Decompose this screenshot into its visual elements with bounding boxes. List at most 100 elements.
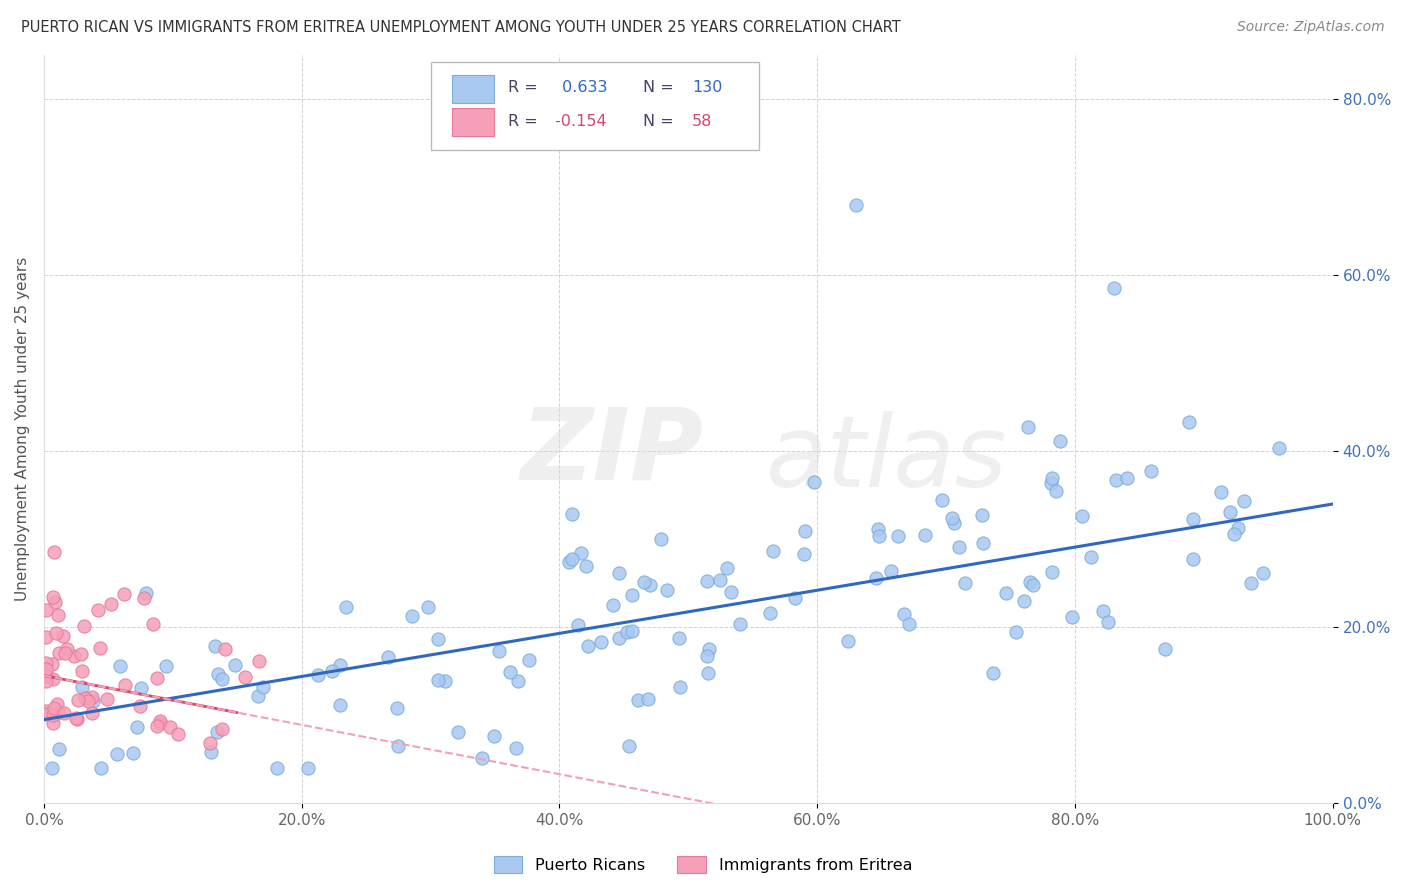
Point [575, 558, 598, 573]
Point [482, 729, 505, 743]
Point [155, 658, 177, 673]
Point [931, 492, 953, 507]
Point [149, 716, 172, 731]
Point [759, 606, 782, 620]
Point [943, 516, 966, 530]
Point [67, 692, 90, 706]
Point [387, 739, 409, 753]
Text: Source: ZipAtlas.com: Source: ZipAtlas.com [1237, 20, 1385, 34]
Point [668, 631, 690, 645]
Point [35, 705, 58, 719]
Point [955, 575, 977, 590]
Point [145, 671, 167, 685]
Point [1178, 415, 1201, 429]
Point [1080, 550, 1102, 565]
Point [205, 725, 228, 739]
Point [1102, 281, 1125, 295]
Point [45, 625, 67, 640]
Point [762, 544, 785, 558]
Point [488, 644, 510, 658]
Point [995, 586, 1018, 600]
Text: 0.633: 0.633 [557, 79, 607, 95]
Point [948, 540, 970, 554]
Point [48, 742, 70, 756]
Point [1071, 508, 1094, 523]
Point [146, 719, 169, 733]
Point [252, 680, 274, 694]
Point [619, 739, 641, 753]
Point [129, 681, 152, 695]
Point [112, 587, 135, 601]
Point [499, 665, 522, 679]
Point [1060, 609, 1083, 624]
Point [865, 571, 887, 585]
Point [44, 701, 66, 715]
Point [609, 631, 631, 645]
Point [127, 720, 149, 734]
Point [377, 650, 399, 665]
Point [1154, 642, 1177, 657]
Point [794, 524, 817, 538]
Point [69, 648, 91, 662]
Point [214, 641, 236, 656]
Text: PUERTO RICAN VS IMMIGRANTS FROM ERITREA UNEMPLOYMENT AMONG YOUTH UNDER 25 YEARS : PUERTO RICAN VS IMMIGRANTS FROM ERITREA … [21, 20, 901, 35]
Point [433, 674, 456, 689]
Point [1223, 527, 1246, 541]
Point [96, 692, 118, 706]
Text: R =: R = [508, 79, 537, 95]
Text: R =: R = [508, 114, 537, 129]
Point [41, 761, 63, 775]
Point [447, 724, 470, 739]
Text: atlas: atlas [766, 410, 1007, 508]
Point [517, 653, 540, 667]
Point [914, 528, 936, 542]
Text: 58: 58 [692, 114, 713, 129]
Text: -0.154: -0.154 [550, 114, 607, 129]
Point [569, 546, 592, 560]
Point [82, 690, 104, 705]
Point [561, 507, 583, 521]
Point [868, 522, 890, 536]
Point [73, 618, 96, 632]
Point [89, 640, 111, 655]
Point [1040, 471, 1063, 485]
Point [561, 551, 583, 566]
Point [41, 657, 63, 671]
Text: N =: N = [643, 79, 673, 95]
Point [607, 566, 630, 580]
FancyBboxPatch shape [453, 75, 494, 103]
Point [1097, 615, 1119, 630]
Point [602, 598, 624, 612]
Point [308, 668, 330, 682]
Y-axis label: Unemployment Among Youth under 25 years: Unemployment Among Youth under 25 years [15, 257, 30, 601]
Point [576, 639, 599, 653]
Point [247, 654, 270, 668]
Point [44, 545, 66, 559]
Point [1268, 441, 1291, 455]
Point [211, 672, 233, 686]
Point [637, 692, 659, 706]
Point [41, 673, 63, 687]
Point [387, 701, 409, 715]
Point [329, 698, 352, 712]
Point [567, 618, 589, 632]
Point [35, 662, 58, 676]
Point [783, 591, 806, 605]
Point [42, 707, 65, 722]
Point [200, 745, 222, 759]
Point [427, 673, 450, 687]
Point [1181, 552, 1204, 566]
Point [616, 624, 638, 639]
FancyBboxPatch shape [453, 108, 494, 136]
Point [505, 741, 527, 756]
Point [1219, 505, 1241, 519]
Point [1226, 520, 1249, 534]
FancyBboxPatch shape [430, 62, 759, 150]
Point [1012, 593, 1035, 607]
Point [70, 680, 93, 694]
Point [149, 714, 172, 728]
Point [696, 649, 718, 664]
Point [793, 547, 815, 561]
Legend: Puerto Ricans, Immigrants from Eritrea: Puerto Ricans, Immigrants from Eritrea [488, 849, 918, 880]
Point [1045, 484, 1067, 499]
